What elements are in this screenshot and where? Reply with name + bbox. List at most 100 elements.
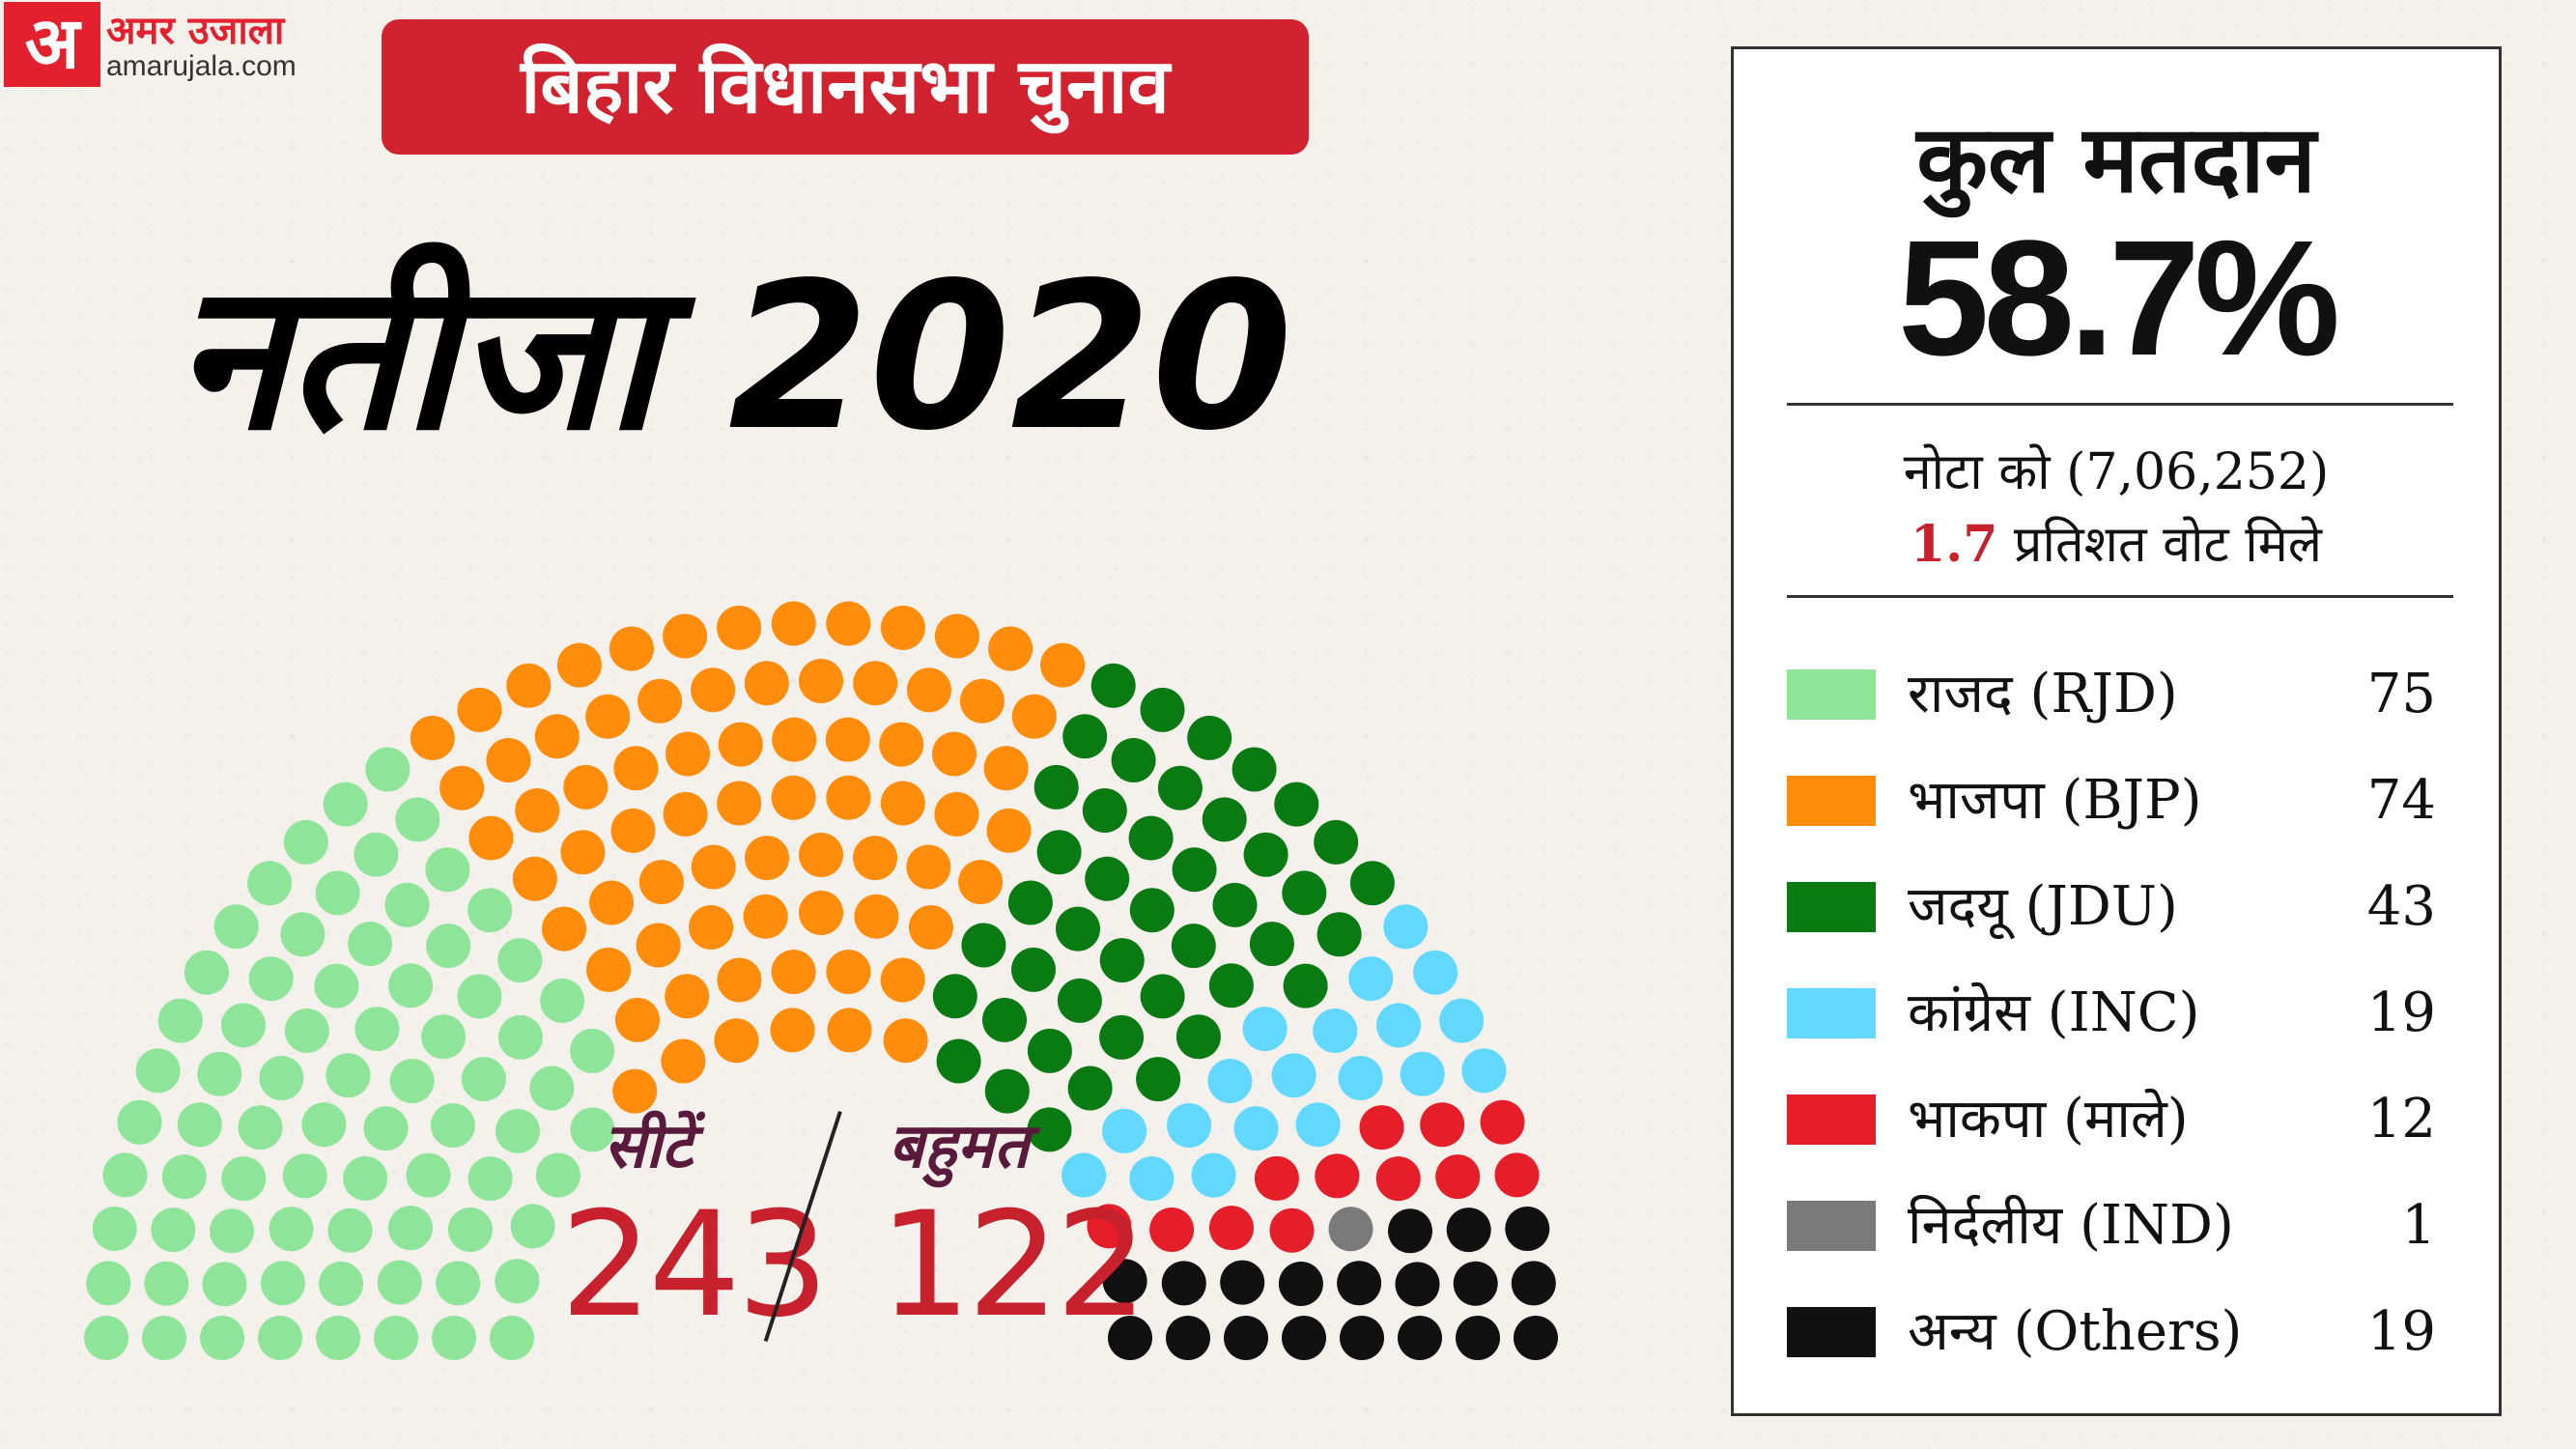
seat-dot: [213, 904, 259, 950]
seat-dot: [467, 1156, 513, 1202]
seat-dot: [1087, 1204, 1132, 1249]
seat-dot: [269, 1207, 314, 1252]
seat-dot: [1480, 1099, 1525, 1145]
seat-dot: [770, 1008, 815, 1053]
seat-dot: [1249, 922, 1294, 967]
seat-dot: [486, 738, 531, 782]
seat-dot: [799, 833, 843, 877]
seat-dot: [490, 1316, 534, 1360]
seat-dot: [1212, 882, 1258, 927]
seat-dot: [744, 661, 789, 706]
legend-item: राजद (RJD) 75: [1787, 656, 2453, 733]
seat-dot: [1338, 1056, 1383, 1100]
seat-dot: [497, 938, 543, 983]
seat-dot: [1040, 642, 1086, 688]
seat-dot: [506, 663, 552, 708]
seat-dot: [319, 1262, 364, 1306]
seat-dot: [1233, 1106, 1279, 1151]
seat-dot: [1439, 998, 1485, 1043]
seat-dot: [745, 836, 789, 881]
seat-dot: [1007, 880, 1053, 925]
seat-dot: [1388, 1208, 1432, 1254]
seat-dot: [1128, 815, 1174, 861]
seat-dot: [589, 880, 635, 925]
seat-dot: [799, 659, 843, 703]
seat-dot: [854, 894, 899, 939]
seat-dot: [439, 765, 485, 810]
seat-dot: [1376, 1003, 1421, 1048]
seat-dot: [1207, 1059, 1253, 1103]
divider: [1787, 595, 2453, 598]
seat-dot: [988, 626, 1033, 671]
seat-dot: [1446, 1208, 1491, 1253]
seats-value: 243: [560, 1181, 829, 1350]
parliament-chart: [84, 601, 1558, 1360]
seat-dot: [1187, 715, 1232, 760]
seat-dot: [883, 1018, 928, 1064]
seat-dot: [315, 870, 360, 916]
seats-label: सीटें: [604, 1111, 694, 1182]
seat-dot: [1400, 1051, 1445, 1096]
legend-swatch: [1787, 776, 1876, 826]
seat-dot: [117, 1099, 162, 1145]
seat-dot: [221, 1003, 266, 1048]
seat-dot: [86, 1261, 131, 1306]
seat-dot: [314, 963, 359, 1009]
seat-dot: [718, 722, 763, 767]
legend-swatch: [1787, 1307, 1876, 1357]
legend-label: भाजपा (BJP): [1908, 769, 2202, 832]
seat-dot: [771, 775, 816, 820]
seat-dot: [570, 1028, 615, 1073]
seat-dot: [932, 731, 977, 777]
seat-dot: [1140, 974, 1185, 1019]
seat-dot: [880, 605, 925, 650]
seat-dot: [610, 808, 656, 853]
seat-dot: [457, 687, 502, 732]
seat-dot: [1395, 1262, 1440, 1307]
seat-dot: [556, 642, 602, 688]
nota-votes: नोटा को (7,06,252): [1903, 443, 2330, 501]
legend-item: भाकपा (माले) 12: [1787, 1081, 2453, 1158]
seat-dot: [365, 747, 410, 792]
seat-dot: [1108, 1316, 1152, 1360]
legend-swatch: [1787, 1094, 1876, 1145]
seat-dot: [1202, 797, 1247, 842]
legend-label: जदयू (JDU): [1908, 875, 2178, 938]
seat-dot: [771, 601, 816, 646]
seat-dot: [495, 1108, 540, 1153]
seat-dot: [221, 1156, 267, 1202]
seat-dot: [1102, 1259, 1147, 1304]
seat-dot: [436, 1261, 481, 1306]
seat-dot: [613, 746, 659, 791]
seat-dot: [1209, 1206, 1254, 1251]
seat-dot: [425, 847, 470, 893]
nota-percent-text: प्रतिशत वोट मिले: [1997, 516, 2323, 574]
seat-dot: [495, 1259, 540, 1304]
seat-dot: [1295, 1102, 1341, 1148]
seat-dot: [135, 1048, 181, 1094]
seat-dot: [663, 613, 708, 659]
seat-dot: [1254, 1155, 1299, 1201]
seat-dot: [161, 1154, 207, 1200]
seat-dot: [1208, 963, 1254, 1009]
seat-dot: [284, 1009, 329, 1053]
seat-dot: [395, 797, 440, 842]
seat-dot: [535, 1152, 580, 1198]
seat-dot: [1129, 888, 1175, 933]
legend-label: कांग्रेस (INC): [1908, 981, 2200, 1044]
legend-item: निर्दलीय (IND) 1: [1787, 1187, 2453, 1264]
seat-dot: [1398, 1316, 1442, 1360]
seat-dot: [934, 791, 979, 837]
seat-dot: [827, 1008, 872, 1053]
seat-dot: [529, 1065, 575, 1111]
seat-dot: [563, 764, 609, 810]
seat-dot: [585, 694, 631, 739]
seat-dot: [542, 906, 586, 952]
seat-dot: [691, 844, 736, 890]
seat-dot: [637, 678, 683, 724]
seat-dot: [258, 1316, 302, 1360]
legend-count: 75: [2366, 663, 2436, 725]
seat-dot: [826, 950, 871, 995]
seat-dot: [1505, 1207, 1550, 1251]
seat-dot: [908, 905, 953, 950]
